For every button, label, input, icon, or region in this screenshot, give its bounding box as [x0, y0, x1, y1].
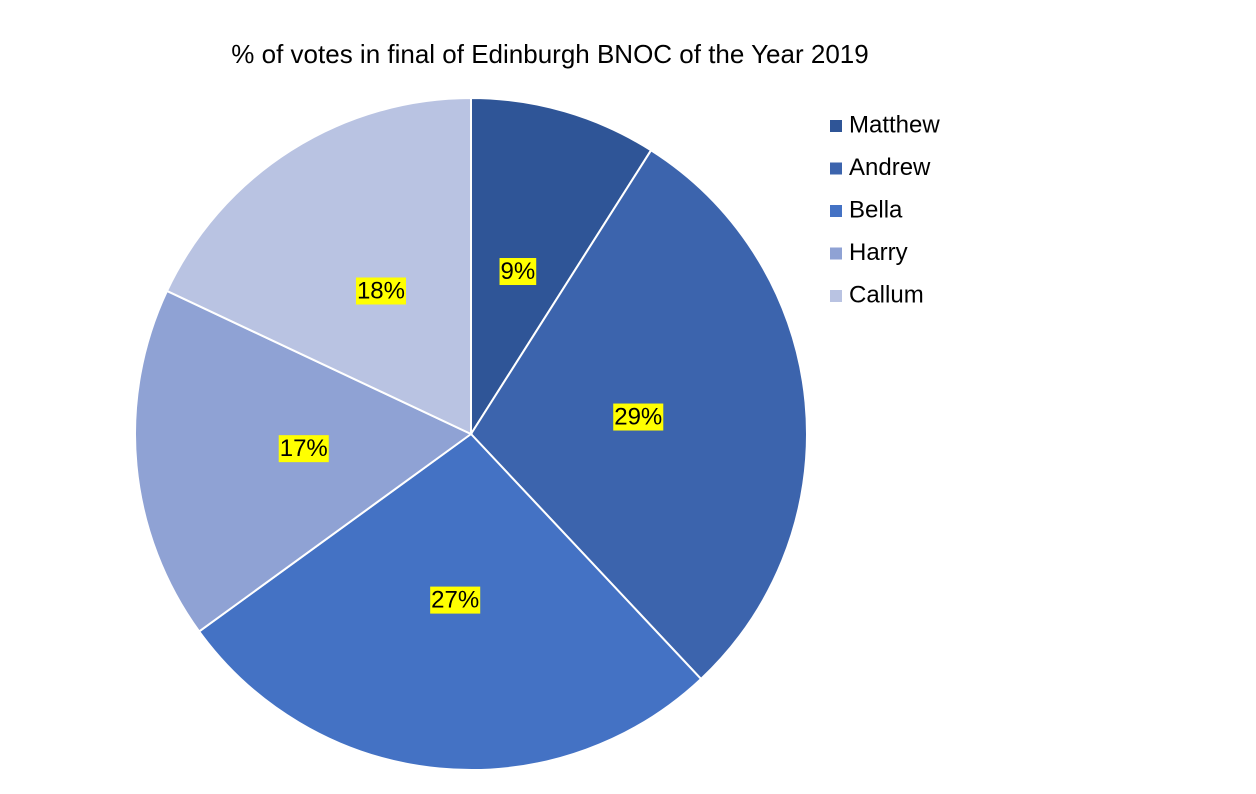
data-label-background	[278, 435, 329, 463]
legend-label: Harry	[849, 239, 908, 266]
legend-label: Callum	[849, 281, 924, 308]
data-label: 9%	[501, 258, 536, 285]
data-label: 29%	[614, 404, 662, 431]
legend-label: Matthew	[849, 111, 940, 138]
pie-slice	[165, 96, 472, 436]
data-label: 27%	[431, 587, 479, 614]
data-label-background	[355, 277, 407, 305]
legend-swatch	[830, 162, 842, 175]
data-label: 18%	[357, 277, 405, 304]
data-label-background	[613, 403, 664, 431]
legend-swatch	[830, 290, 842, 302]
data-label-background	[430, 586, 481, 614]
legend-swatch	[830, 120, 842, 132]
legend-label: Bella	[849, 196, 903, 223]
pie-slice	[470, 96, 653, 438]
legend-swatch	[830, 247, 842, 260]
data-label-background	[499, 258, 537, 286]
chart-title: % of votes in final of Edinburgh BNOC of…	[231, 39, 868, 69]
data-label: 17%	[280, 435, 328, 462]
legend-label: Andrew	[849, 154, 931, 181]
legend-swatch	[830, 205, 842, 217]
